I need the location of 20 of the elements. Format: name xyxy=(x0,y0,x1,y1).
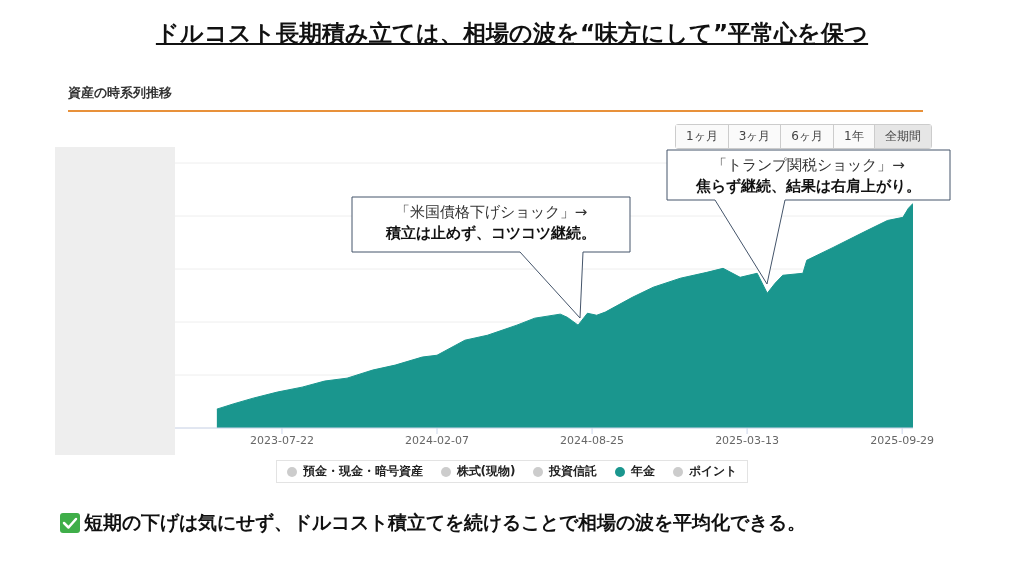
x-tick-label: 2024-02-07 xyxy=(405,433,469,447)
x-tick-label: 2024-08-25 xyxy=(560,433,625,447)
legend-label: 年金 xyxy=(631,463,656,480)
text: 3ヶ月 xyxy=(727,125,781,148)
chart-title: ドルコスト長期積み立ては、相場の波を“味方にして”平常心を保つ xyxy=(154,19,870,48)
text: 全期間 xyxy=(873,125,931,148)
annotation: 「米国債格下げショック」→ 積立は止めず、コツコツ継続。 xyxy=(385,203,596,242)
legend-label: 株式(現物) xyxy=(456,463,516,480)
text: 「トランプ関税ショック」→ 焦らず継続、結果は右肩上がり。 xyxy=(695,156,921,195)
legend-label: 預金・現金・暗号資産 xyxy=(302,463,423,480)
text: 6ヶ月 xyxy=(780,125,833,148)
legend-label: ポイント xyxy=(689,463,738,480)
x-tick-label: 2025-03-13 xyxy=(715,433,780,447)
text: 短期の下げは気にせず、ドルコスト積立てを続けることで相場の波を平均化できる。 xyxy=(84,510,806,535)
chart-subtitle: 資産の時系列推移 xyxy=(68,84,923,112)
x-tick-label: 2025-09-29 xyxy=(870,433,935,447)
x-tick-label: 2023-07-22 xyxy=(250,433,314,447)
text: 1ヶ月 xyxy=(676,125,728,148)
legend-label: 投資信託 xyxy=(549,463,598,480)
text: 1年 xyxy=(832,125,874,148)
